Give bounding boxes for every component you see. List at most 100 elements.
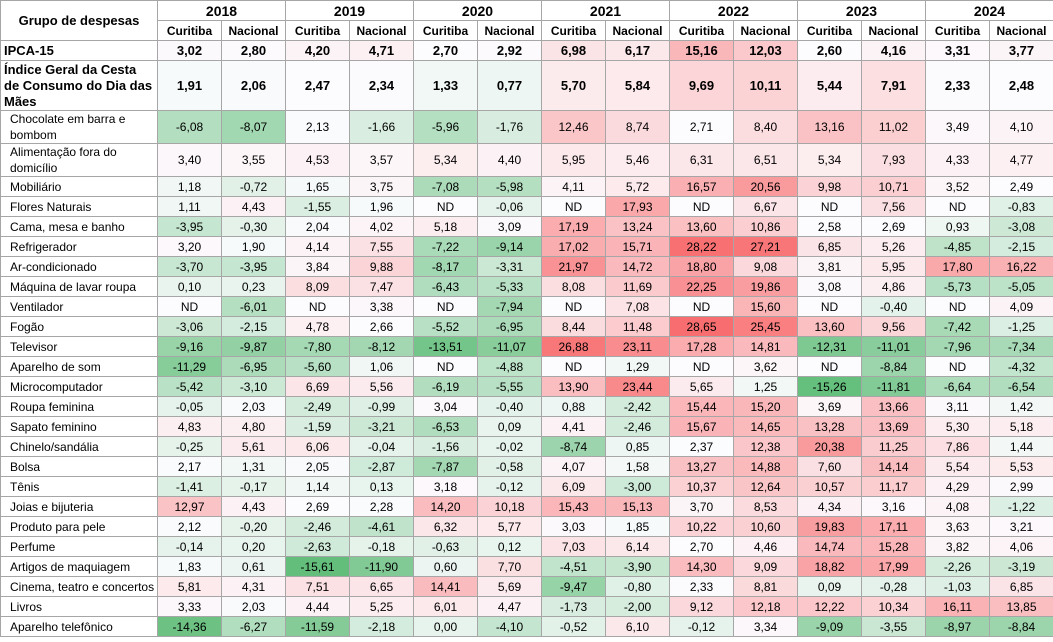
value-cell: 15,43 [541, 496, 606, 517]
value-cell: 4,11 [541, 176, 606, 197]
value-cell: 0,77 [477, 60, 542, 111]
value-cell: 1,14 [285, 476, 350, 497]
value-cell: -2,26 [925, 556, 990, 577]
row-label: Índice Geral da Cesta de Consumo do Dia … [0, 60, 158, 111]
value-cell: 7,60 [797, 456, 862, 477]
value-cell: 6,10 [605, 616, 670, 637]
value-cell: -2,42 [605, 396, 670, 417]
value-cell: 13,66 [861, 396, 926, 417]
value-cell: 13,16 [797, 110, 862, 144]
value-cell: -3,55 [861, 616, 926, 637]
value-cell: -6,53 [413, 416, 478, 437]
value-cell: -5,96 [413, 110, 478, 144]
value-cell: 15,67 [669, 416, 734, 437]
value-cell: 10,34 [861, 596, 926, 617]
value-cell: ND [669, 356, 734, 377]
value-cell: -2,63 [285, 536, 350, 557]
value-cell: 9,98 [797, 176, 862, 197]
value-cell: -0,72 [221, 176, 286, 197]
value-cell: 17,02 [541, 236, 606, 257]
value-cell: -3,06 [157, 316, 222, 337]
value-cell: 4,34 [797, 496, 862, 517]
value-cell: 2,06 [221, 60, 286, 111]
group-header: Grupo de despesas [0, 0, 158, 41]
subheader-nacional: Nacional [349, 20, 414, 41]
value-cell: -3,90 [605, 556, 670, 577]
value-cell: 7,47 [349, 276, 414, 297]
value-cell: -6,27 [221, 616, 286, 637]
value-cell: 8,40 [733, 110, 798, 144]
value-cell: 2,69 [285, 496, 350, 517]
value-cell: 7,08 [605, 296, 670, 317]
row-label: Máquina de lavar roupa [0, 276, 158, 297]
value-cell: 3,82 [925, 536, 990, 557]
row-label: Cinema, teatro e concertos [0, 576, 158, 597]
value-cell: -3,31 [477, 256, 542, 277]
value-cell: 7,91 [861, 60, 926, 111]
value-cell: 4,43 [221, 196, 286, 217]
table-row: Aparelho telefônico -14,36 -6,27 -11,59 -2,1… [0, 616, 1053, 637]
value-cell: 4,07 [541, 456, 606, 477]
value-cell: -1,55 [285, 196, 350, 217]
row-label: Fogão [0, 316, 158, 337]
value-cell: -2,00 [605, 596, 670, 617]
value-cell: -0,30 [221, 216, 286, 237]
value-cell: 1,83 [157, 556, 222, 577]
value-cell: 20,38 [797, 436, 862, 457]
value-cell: 3,04 [413, 396, 478, 417]
value-cell: 5,70 [541, 60, 606, 111]
value-cell: -6,95 [221, 356, 286, 377]
value-cell: -0,58 [477, 456, 542, 477]
value-cell: 12,22 [797, 596, 862, 617]
value-cell: 5,65 [669, 376, 734, 397]
value-cell: -8,84 [861, 356, 926, 377]
value-cell: -3,21 [349, 416, 414, 437]
table-row: Fogão -3,06 -2,15 4,78 2,66 -5,52 -6,95 8,44 11,… [0, 316, 1053, 337]
row-label: Ar-condicionado [0, 256, 158, 277]
value-cell: ND [797, 356, 862, 377]
table-row: IPCA-15 3,02 2,80 4,20 4,71 2,70 2,92 6,98 6,17 1… [0, 40, 1053, 61]
row-label: Alimentação fora do domicílio [0, 143, 158, 177]
value-cell: 14,41 [413, 576, 478, 597]
value-cell: 2,03 [221, 596, 286, 617]
value-cell: 5,18 [413, 216, 478, 237]
subheader-nacional: Nacional [477, 20, 542, 41]
value-cell: -2,87 [349, 456, 414, 477]
subheader-curitiba: Curitiba [157, 20, 222, 41]
subheader-nacional: Nacional [733, 20, 798, 41]
table-row: Microcomputador -5,42 -3,10 6,69 5,56 -6,19 -5… [0, 376, 1053, 397]
table-row: Índice Geral da Cesta de Consumo do Dia … [0, 60, 1053, 111]
year-header-2023: 2023 [797, 0, 926, 21]
value-cell: -7,42 [925, 316, 990, 337]
subheader-nacional: Nacional [861, 20, 926, 41]
value-cell: -1,66 [349, 110, 414, 144]
value-cell: 2,33 [925, 60, 990, 111]
value-cell: -11,90 [349, 556, 414, 577]
value-cell: 10,86 [733, 216, 798, 237]
value-cell: -1,59 [285, 416, 350, 437]
value-cell: -0,25 [157, 436, 222, 457]
value-cell: 15,16 [669, 40, 734, 61]
value-cell: 11,02 [861, 110, 926, 144]
value-cell: 4,10 [989, 110, 1053, 144]
value-cell: 3,11 [925, 396, 990, 417]
value-cell: 6,85 [989, 576, 1053, 597]
value-cell: 1,42 [989, 396, 1053, 417]
value-cell: 1,33 [413, 60, 478, 111]
value-cell: -2,46 [285, 516, 350, 537]
value-cell: 2,47 [285, 60, 350, 111]
value-cell: -0,40 [477, 396, 542, 417]
value-cell: -9,09 [797, 616, 862, 637]
value-cell: 2,13 [285, 110, 350, 144]
value-cell: 7,86 [925, 436, 990, 457]
value-cell: -5,05 [989, 276, 1053, 297]
value-cell: 12,03 [733, 40, 798, 61]
year-header-2024: 2024 [925, 0, 1053, 21]
value-cell: 2,92 [477, 40, 542, 61]
value-cell: 10,18 [477, 496, 542, 517]
value-cell: 17,99 [861, 556, 926, 577]
value-cell: 14,20 [413, 496, 478, 517]
value-cell: 21,97 [541, 256, 606, 277]
value-cell: -2,15 [989, 236, 1053, 257]
value-cell: 4,44 [285, 596, 350, 617]
